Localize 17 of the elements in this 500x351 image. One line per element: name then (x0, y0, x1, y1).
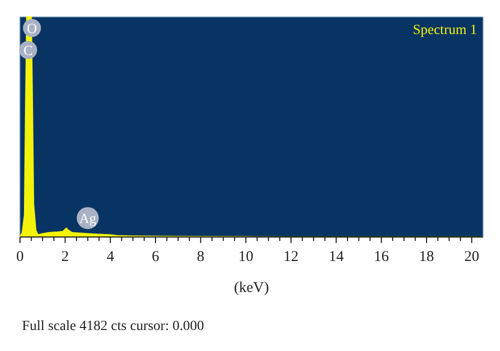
x-tick-label: 16 (374, 249, 390, 265)
text: Spectrum 1 (412, 23, 477, 38)
annotation: C (23, 44, 33, 59)
x-tick-label: 2 (61, 249, 69, 265)
x-tick-label: 20 (464, 249, 480, 265)
x-tick-label: 18 (419, 249, 434, 265)
x-tick-label: 0 (16, 249, 24, 265)
x-tick-label: 8 (196, 249, 204, 265)
x-tick-label: 6 (152, 249, 160, 265)
x-tick-label: 12 (284, 249, 299, 265)
annotation: Ag (79, 212, 96, 228)
x-tick-label: 10 (238, 249, 254, 265)
text: Full scale 4182 cts cursor: 0.000 (22, 319, 204, 334)
x-axis-title: (keV) (234, 280, 269, 296)
x-tick-label: 14 (328, 249, 344, 265)
annotation: O (26, 22, 38, 37)
x-tick-label: 4 (106, 249, 115, 265)
